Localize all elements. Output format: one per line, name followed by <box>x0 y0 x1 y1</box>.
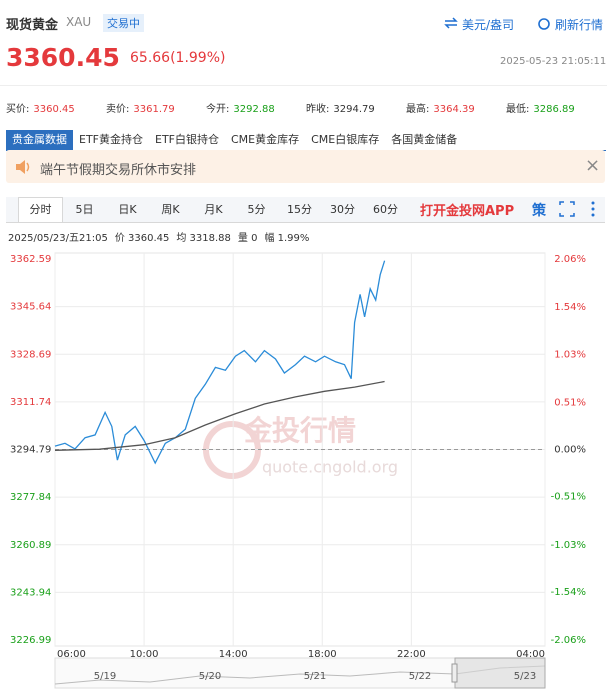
navigator-date: 5/20 <box>199 671 221 682</box>
y2-tick-label: 2.06% <box>554 254 586 265</box>
tab[interactable]: ETF白银持仓 <box>155 133 219 146</box>
y2-tick-label: -2.06% <box>551 635 586 646</box>
watermark-title: 金投行情 <box>243 414 356 447</box>
refresh-icon <box>538 18 550 30</box>
navigator-date: 5/23 <box>514 671 536 682</box>
stat: 买价: 3360.45 <box>6 100 75 115</box>
navigator-date: 5/21 <box>304 671 326 682</box>
stat: 昨收: 3294.79 <box>306 100 375 115</box>
close-button[interactable]: × <box>585 155 601 176</box>
y-tick-label: 3260.89 <box>10 540 51 551</box>
divider <box>0 85 607 86</box>
navigator-handle-left <box>451 663 458 683</box>
x-tick-label: 22:00 <box>397 649 426 660</box>
navigator-date: 5/22 <box>409 671 431 682</box>
x-tick-label: 14:00 <box>219 649 248 660</box>
info-item: 幅 1.99% <box>264 233 310 244</box>
stat-value: 3292.88 <box>233 104 275 115</box>
price-change: 65.66(1.99%) <box>130 50 226 66</box>
price-line <box>54 380 385 451</box>
y2-tick-label: -1.54% <box>551 587 586 598</box>
period-tab[interactable]: 月K <box>204 203 223 216</box>
refresh-link[interactable]: 刷新行情 <box>555 18 604 32</box>
quote-time: 2025-05-23 21:05:11 <box>500 56 607 67</box>
stat-label: 卖价: <box>106 104 130 115</box>
y-tick-label: 3311.74 <box>10 397 51 408</box>
navigator-window <box>454 657 546 689</box>
stat-value: 3361.79 <box>133 104 175 115</box>
period-tab[interactable]: 5日 <box>75 203 94 216</box>
tab[interactable]: ETF黄金持仓 <box>79 133 143 146</box>
stat-label: 买价: <box>6 104 30 115</box>
stat-label: 最高: <box>406 104 430 115</box>
period-tab[interactable]: 日K <box>118 203 137 216</box>
x-tick-label: 04:00 <box>516 649 545 660</box>
y-tick-label: 3277.84 <box>10 492 51 503</box>
y2-tick-label: 0.00% <box>554 445 586 456</box>
info-item: 2025/05/23/五21:05 <box>8 233 108 244</box>
stat-value: 3286.89 <box>533 104 575 115</box>
info-item: 量 0 <box>237 233 258 244</box>
period-tab[interactable]: 30分 <box>330 203 355 216</box>
tab[interactable]: 各国黄金储备 <box>391 133 458 146</box>
tab[interactable]: CME黄金库存 <box>231 133 300 146</box>
app-icon[interactable]: 策 <box>532 203 546 219</box>
tab[interactable]: CME白银库存 <box>311 133 380 146</box>
stat: 最低: 3286.89 <box>506 100 575 115</box>
toolbar-icons <box>559 201 595 217</box>
y-tick-label: 3328.69 <box>10 349 51 360</box>
stat: 今开: 3292.88 <box>206 100 275 115</box>
y-tick-label: 3345.64 <box>10 302 51 313</box>
y-tick-label: 3294.79 <box>10 445 51 456</box>
y2-tick-label: 0.51% <box>554 397 586 408</box>
x-tick-label: 18:00 <box>308 649 337 660</box>
stat-label: 昨收: <box>306 104 330 115</box>
y2-tick-label: -1.03% <box>551 540 586 551</box>
period-tab[interactable]: 周K <box>161 203 180 216</box>
y-tick-label: 3226.99 <box>10 635 51 646</box>
y-tick-label: 3362.59 <box>10 254 51 265</box>
period-tab[interactable]: 分时 <box>18 197 63 222</box>
navigator-date: 5/19 <box>94 671 116 682</box>
price-line <box>54 260 386 465</box>
info-item: 均 3318.88 <box>176 233 231 244</box>
stat: 最高: 3364.39 <box>406 100 475 115</box>
x-tick-label: 10:00 <box>130 649 159 660</box>
quote-name: 现货黄金 <box>6 18 59 33</box>
stat-value: 3360.45 <box>33 104 75 115</box>
info-line: 2025/05/23/五21:05 价 3360.45 均 3318.88 量 0 幅 … <box>8 229 316 244</box>
stats-row: 买价: 3360.45 卖价: 3361.79 今开: 3292.88 昨收: 3294.79… <box>6 100 606 115</box>
notice-text[interactable]: 端午节假期交易所休市安排 <box>40 163 197 178</box>
stat: 卖价: 3361.79 <box>106 100 175 115</box>
quote-code: XAU <box>66 15 92 29</box>
status-badge: 交易中 <box>103 14 144 32</box>
unit-link[interactable]: 美元/盎司 <box>462 18 515 32</box>
price: 3360.45 <box>6 43 120 72</box>
tab[interactable]: 贵金属数据 <box>6 130 73 150</box>
period-tab[interactable]: 60分 <box>373 203 398 216</box>
info-item: 价 3360.45 <box>114 233 170 244</box>
x-tick-label: 06:00 <box>57 649 86 660</box>
swap-icon <box>444 17 458 29</box>
stat-label: 最低: <box>506 104 530 115</box>
notice-bar <box>6 150 605 183</box>
stat-value: 3294.79 <box>333 104 375 115</box>
app-link[interactable]: 打开金投网APP <box>420 204 515 219</box>
y2-tick-label: 1.03% <box>554 349 586 360</box>
watermark-url: quote.cngold.org <box>262 458 398 477</box>
speaker-icon <box>16 160 30 174</box>
y2-tick-label: 1.54% <box>554 302 586 313</box>
period-tab[interactable]: 15分 <box>287 203 312 216</box>
period-tab[interactable]: 5分 <box>247 203 266 216</box>
y-tick-label: 3243.94 <box>10 587 51 598</box>
y2-tick-label: -0.51% <box>551 492 586 503</box>
stat-label: 今开: <box>206 104 230 115</box>
stat-value: 3364.39 <box>433 104 475 115</box>
period-bar: 分时 5日 日K 周K 月K 5分 15分 30分 60分 <box>6 197 605 223</box>
